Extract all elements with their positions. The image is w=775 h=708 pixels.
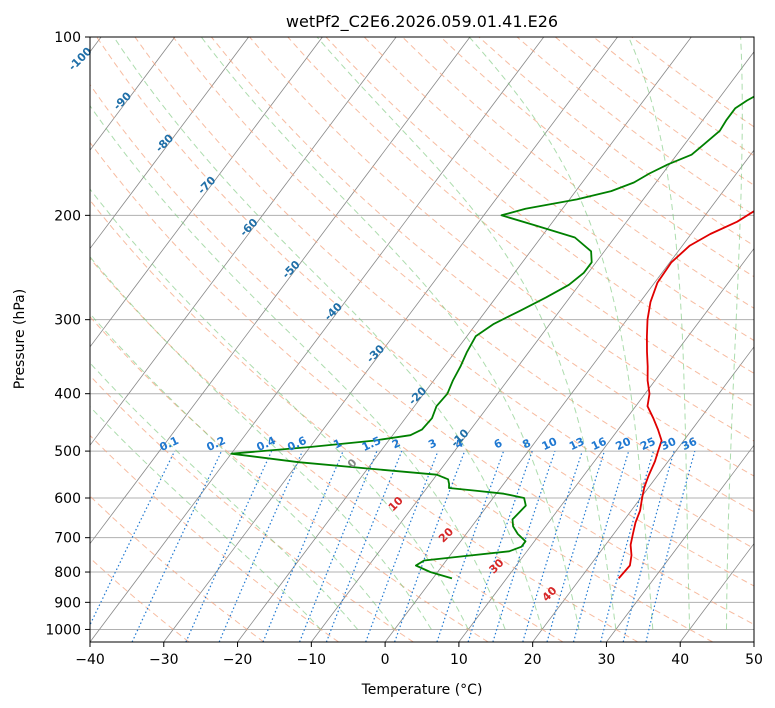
isotherm-line bbox=[606, 444, 754, 642]
mixing-ratio-label: 16 bbox=[589, 435, 609, 453]
dry-adiabat bbox=[363, 37, 754, 342]
x-tick-label: 20 bbox=[524, 652, 542, 668]
dry-adiabat bbox=[90, 83, 754, 625]
moist-adiabat bbox=[316, 37, 617, 630]
mixing-ratio-line bbox=[622, 450, 675, 642]
x-tick-label: 30 bbox=[598, 652, 616, 668]
moist-adiabat bbox=[113, 37, 543, 630]
dry-adiabat bbox=[90, 199, 639, 642]
mixing-ratio-label: 20 bbox=[614, 435, 634, 453]
dry-adiabat bbox=[211, 37, 754, 477]
y-tick-label: 600 bbox=[54, 491, 81, 507]
series-temperature bbox=[618, 210, 754, 579]
dry-adiabat bbox=[134, 37, 754, 550]
mixing-ratio-line bbox=[522, 450, 583, 642]
dry-adiabat bbox=[172, 37, 754, 513]
chart-title: wetPf2_C2E6.2026.059.01.41.E26 bbox=[286, 12, 558, 32]
mixing-ratio-label: 13 bbox=[567, 435, 586, 453]
y-tick-label: 300 bbox=[54, 313, 81, 329]
x-tick-label: 10 bbox=[450, 652, 468, 668]
isotherm-line bbox=[90, 37, 176, 151]
y-tick-label: 500 bbox=[54, 444, 81, 460]
mixing-ratio-line bbox=[645, 450, 696, 642]
x-tick-label: −30 bbox=[149, 652, 179, 668]
y-tick-label: 800 bbox=[54, 565, 81, 581]
mixing-ratio-line bbox=[492, 450, 556, 642]
moist-adiabat bbox=[90, 406, 322, 630]
mixing-ratio-line bbox=[600, 450, 654, 642]
dry-adiabat bbox=[96, 37, 754, 587]
axis-ticks: −40 −30 −20 −10 0 10 20 30 40 50 100 200 300 400 500 60… bbox=[45, 30, 763, 668]
isotherm-line bbox=[163, 37, 618, 642]
isotherm-line bbox=[90, 37, 471, 545]
mixing-ratio-line bbox=[365, 450, 439, 642]
isotherm-line bbox=[237, 37, 692, 642]
y-tick-label: 200 bbox=[54, 208, 81, 224]
dry-adiabat bbox=[90, 374, 414, 642]
series-dewpoint bbox=[230, 95, 754, 580]
y-tick-label: 900 bbox=[54, 595, 81, 611]
isotherm-line bbox=[90, 37, 249, 250]
dry-adiabat bbox=[90, 141, 713, 642]
background-lines bbox=[90, 37, 754, 642]
dry-adiabat bbox=[402, 37, 754, 309]
moist-adiabat bbox=[200, 37, 580, 630]
mixing-ratio-line bbox=[572, 450, 630, 642]
moist-adiabat bbox=[90, 256, 432, 630]
isotherm-line bbox=[90, 37, 397, 446]
mixing-ratio-line bbox=[394, 450, 466, 642]
mixing-ratio-label: 10 bbox=[540, 435, 560, 453]
y-axis-title: Pressure (hPa) bbox=[12, 289, 28, 389]
mixing-ratio-line bbox=[325, 450, 403, 642]
mixing-ratio-label: 30 bbox=[659, 435, 679, 453]
mixing-ratio-label: 36 bbox=[680, 435, 700, 453]
dry-adiabat bbox=[90, 257, 564, 642]
moist-adiabat bbox=[90, 312, 395, 630]
isotherm-line bbox=[458, 247, 754, 642]
plot-frame bbox=[89, 36, 755, 643]
isotherm-line bbox=[90, 37, 323, 348]
mixing-ratio-line bbox=[185, 450, 273, 642]
isotherm-line bbox=[532, 346, 754, 642]
moist-adiabat bbox=[628, 37, 691, 630]
mixing-ratio-line bbox=[218, 450, 304, 642]
x-tick-label: 50 bbox=[745, 652, 763, 668]
profile-lines bbox=[230, 95, 754, 580]
mixing-ratio-label: 25 bbox=[638, 435, 657, 453]
x-tick-label: 0 bbox=[381, 652, 390, 668]
y-tick-label: 400 bbox=[54, 387, 81, 403]
x-tick-label: −40 bbox=[75, 652, 105, 668]
moist-adiabat bbox=[90, 104, 506, 630]
mixing-ratio-line bbox=[299, 450, 378, 642]
isotherm-line bbox=[384, 149, 754, 642]
mixing-ratio-line bbox=[467, 450, 533, 642]
mixing-ratio-line bbox=[546, 450, 605, 642]
moist-adiabat bbox=[468, 37, 654, 630]
x-tick-label: 40 bbox=[671, 652, 689, 668]
isotherm-line bbox=[311, 51, 754, 642]
y-tick-label: 1000 bbox=[45, 622, 81, 638]
y-tick-label: 100 bbox=[54, 30, 81, 46]
isotherm-line bbox=[90, 37, 545, 642]
mixing-ratio-line bbox=[436, 450, 505, 642]
moist-adiabat bbox=[90, 188, 469, 630]
x-axis-title: Temperature (°C) bbox=[361, 682, 483, 698]
x-tick-label: −20 bbox=[223, 652, 253, 668]
y-tick-label: 700 bbox=[54, 531, 81, 547]
x-tick-label: −10 bbox=[297, 652, 327, 668]
mixing-ratio-line bbox=[262, 450, 344, 642]
moist-adiabat bbox=[726, 37, 743, 630]
